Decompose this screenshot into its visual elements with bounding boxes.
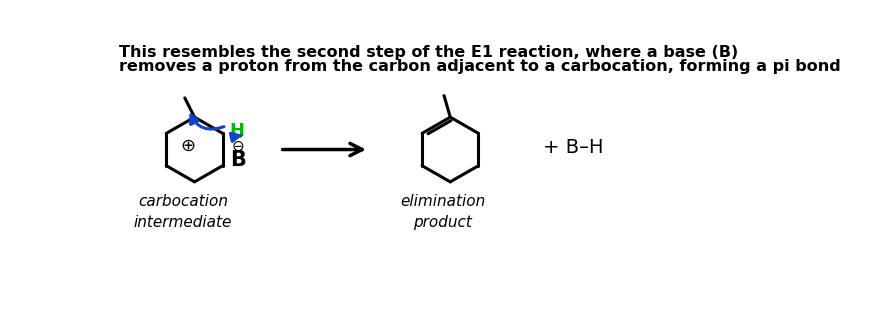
Text: B: B [230, 150, 246, 170]
Text: removes a proton from the carbon adjacent to a carbocation, forming a pi bond: removes a proton from the carbon adjacen… [119, 59, 840, 74]
Text: + B–H: + B–H [544, 138, 604, 157]
Text: ⊖: ⊖ [232, 139, 245, 154]
Text: This resembles the second step of the E1 reaction, where a base (B): This resembles the second step of the E1… [119, 45, 738, 60]
Text: H: H [229, 122, 244, 140]
Text: elimination
product: elimination product [400, 194, 485, 230]
FancyArrowPatch shape [191, 115, 224, 129]
FancyArrowPatch shape [231, 133, 241, 141]
Text: carbocation
intermediate: carbocation intermediate [134, 194, 232, 230]
Text: ⊕: ⊕ [181, 137, 196, 155]
